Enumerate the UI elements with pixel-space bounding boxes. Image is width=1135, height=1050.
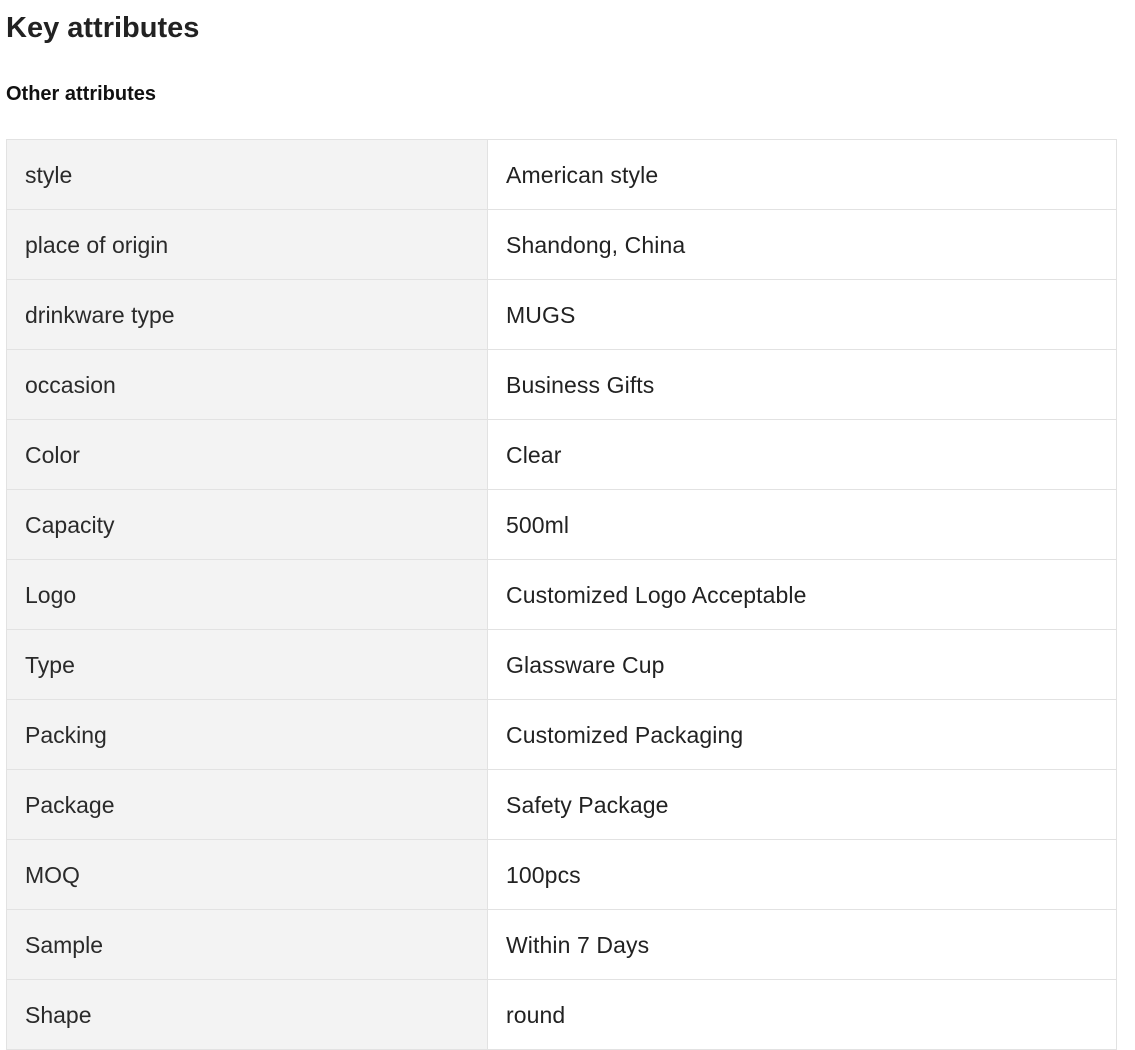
attribute-value: Customized Logo Acceptable bbox=[487, 559, 1117, 630]
table-row: occasion Business Gifts bbox=[6, 349, 1117, 420]
table-row: drinkware type MUGS bbox=[6, 279, 1117, 350]
table-row: Type Glassware Cup bbox=[6, 629, 1117, 700]
attribute-name: Package bbox=[6, 769, 488, 840]
attribute-value: Safety Package bbox=[487, 769, 1117, 840]
attribute-value: American style bbox=[487, 139, 1117, 210]
attributes-table-body: style American style place of origin Sha… bbox=[6, 139, 1117, 1050]
attribute-name: Type bbox=[6, 629, 488, 700]
attribute-value: round bbox=[487, 979, 1117, 1050]
attribute-value: Customized Packaging bbox=[487, 699, 1117, 770]
attribute-value: Within 7 Days bbox=[487, 909, 1117, 980]
page-title: Key attributes bbox=[6, 12, 200, 44]
attribute-name: place of origin bbox=[6, 209, 488, 280]
table-row: style American style bbox=[6, 139, 1117, 210]
table-row: Logo Customized Logo Acceptable bbox=[6, 559, 1117, 630]
table-row: MOQ 100pcs bbox=[6, 839, 1117, 910]
section-title: Other attributes bbox=[6, 83, 157, 105]
table-row: Sample Within 7 Days bbox=[6, 909, 1117, 980]
table-row: place of origin Shandong, China bbox=[6, 209, 1117, 280]
attribute-value: MUGS bbox=[487, 279, 1117, 350]
table-row: Package Safety Package bbox=[6, 769, 1117, 840]
attribute-value: Shandong, China bbox=[487, 209, 1117, 280]
attribute-value: Glassware Cup bbox=[487, 629, 1117, 700]
table-row: Color Clear bbox=[6, 419, 1117, 490]
attribute-name: style bbox=[6, 139, 488, 210]
attribute-name: Logo bbox=[6, 559, 488, 630]
attribute-value: 500ml bbox=[487, 489, 1117, 560]
attribute-name: Shape bbox=[6, 979, 488, 1050]
attribute-name: drinkware type bbox=[6, 279, 488, 350]
table-row: Packing Customized Packaging bbox=[6, 699, 1117, 770]
table-row: Shape round bbox=[6, 979, 1117, 1050]
attribute-name: Color bbox=[6, 419, 488, 490]
attribute-value: Clear bbox=[487, 419, 1117, 490]
attribute-name: Sample bbox=[6, 909, 488, 980]
attribute-name: MOQ bbox=[6, 839, 488, 910]
attribute-name: Capacity bbox=[6, 489, 488, 560]
attributes-table: style American style place of origin Sha… bbox=[6, 139, 1117, 1050]
attribute-value: 100pcs bbox=[487, 839, 1117, 910]
attribute-name: Packing bbox=[6, 699, 488, 770]
table-row: Capacity 500ml bbox=[6, 489, 1117, 560]
attribute-name: occasion bbox=[6, 349, 488, 420]
attribute-value: Business Gifts bbox=[487, 349, 1117, 420]
